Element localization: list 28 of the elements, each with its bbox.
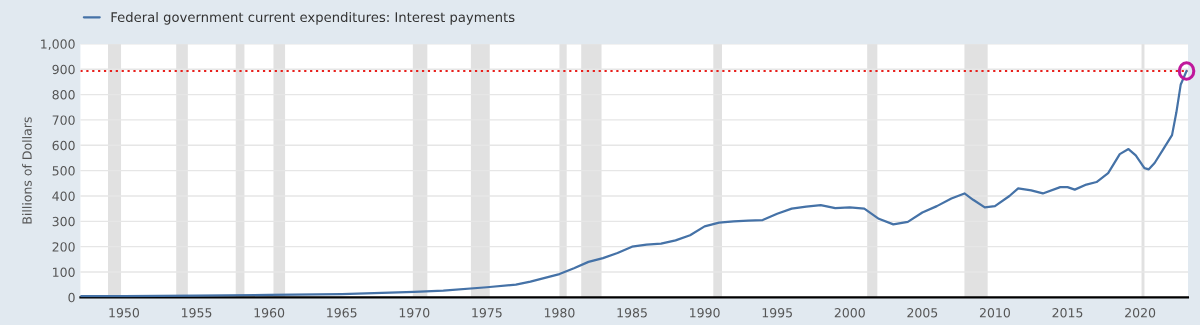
- y-axis-title: Billions of Dollars: [22, 117, 32, 224]
- y-tick-label: 200: [52, 242, 75, 252]
- y-tick-label: 600: [52, 140, 75, 151]
- x-tick-label: 1955: [182, 308, 212, 318]
- x-tick-label: 1975: [472, 308, 502, 318]
- x-tick-label: 1980: [544, 308, 575, 318]
- legend-label: Federal government current expenditures: Interest payments: [111, 11, 515, 25]
- y-tick-label: 300: [52, 216, 75, 227]
- x-tick-label: 1950: [109, 308, 140, 318]
- y-tick-label: 800: [52, 90, 75, 100]
- y-tick-label: 700: [52, 115, 75, 125]
- y-tick-label: 0: [68, 292, 75, 303]
- x-tick-label: 1985: [617, 308, 647, 318]
- y-tick-label: 500: [52, 166, 75, 176]
- y-tick-label: 100: [53, 267, 75, 277]
- x-tick-label: 1995: [762, 308, 792, 318]
- y-tick-label: 400: [52, 191, 75, 201]
- y-tick-label: 900: [52, 64, 75, 75]
- x-tick-label: 1965: [327, 308, 357, 318]
- x-tick-label: 1970: [399, 308, 430, 318]
- x-tick-label: 2015: [1052, 308, 1083, 318]
- x-tick-label: 2020: [1125, 308, 1156, 318]
- y-tick-label: 1,000: [41, 39, 75, 51]
- x-tick-label: 1960: [254, 308, 285, 318]
- x-tick-label: 2000: [834, 308, 865, 318]
- x-tick-label: 2010: [979, 308, 1011, 318]
- x-tick-label: 2005: [907, 308, 938, 318]
- x-tick-label: 1990: [690, 308, 720, 318]
